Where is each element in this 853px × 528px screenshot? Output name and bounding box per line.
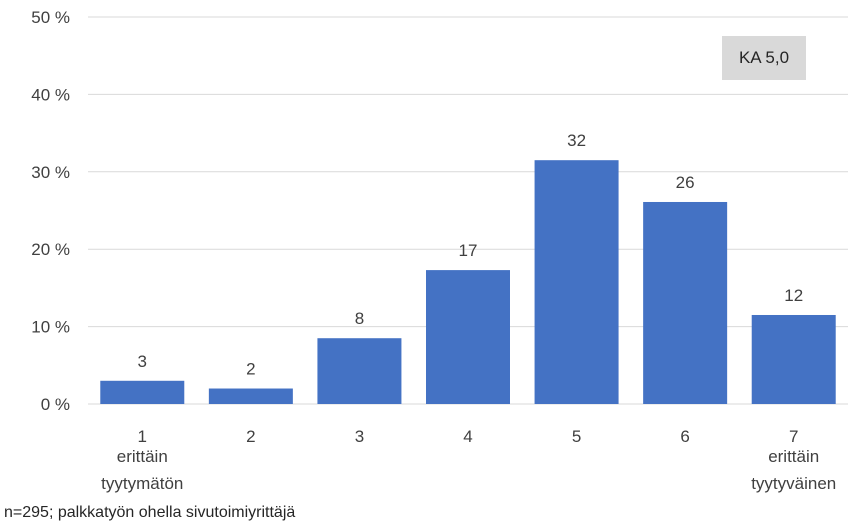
x-tick-label: 3 <box>355 427 364 446</box>
y-tick-label: 0 % <box>41 395 70 414</box>
x-tick-label: 4 <box>463 427 472 446</box>
x-tick-label: 6 <box>680 427 689 446</box>
x-tick-sublabel: erittäin <box>768 447 819 466</box>
mean-label: KA 5,0 <box>738 48 790 67</box>
x-tick-label: 7 <box>789 427 798 446</box>
data-label: 17 <box>459 241 478 260</box>
bar <box>426 270 510 404</box>
x-tick-label: 2 <box>246 427 255 446</box>
bar <box>751 314 836 404</box>
bar <box>208 388 293 404</box>
bar <box>100 380 185 404</box>
bars <box>100 160 836 404</box>
x-tick-label: 1 <box>138 427 147 446</box>
data-label: 2 <box>246 360 255 379</box>
y-tick-label: 10 % <box>31 318 70 337</box>
data-label: 8 <box>355 309 364 328</box>
footnote: n=295; palkkatyön ohella sivutoimiyrittä… <box>4 504 296 521</box>
y-tick-label: 40 % <box>31 85 70 104</box>
mean-annotation-box: KA 5,0 <box>722 36 806 80</box>
y-tick-label: 50 % <box>31 8 70 27</box>
bar <box>317 338 402 404</box>
y-axis-ticks: 0 % 10 % 20 % 30 % 40 % 50 % <box>31 8 70 414</box>
data-label: 32 <box>567 131 586 150</box>
x-tick-sublabel: erittäin <box>117 447 168 466</box>
data-label: 3 <box>138 352 147 371</box>
x-tick-label: 5 <box>572 427 581 446</box>
bar <box>643 201 728 404</box>
y-tick-label: 20 % <box>31 240 70 259</box>
bar <box>534 160 619 404</box>
data-label: 12 <box>784 286 803 305</box>
x-tick-sublabel: tyytymätön <box>101 474 183 493</box>
data-label: 26 <box>676 173 695 192</box>
x-tick-sublabel: tyytyväinen <box>751 474 836 493</box>
y-tick-label: 30 % <box>31 163 70 182</box>
